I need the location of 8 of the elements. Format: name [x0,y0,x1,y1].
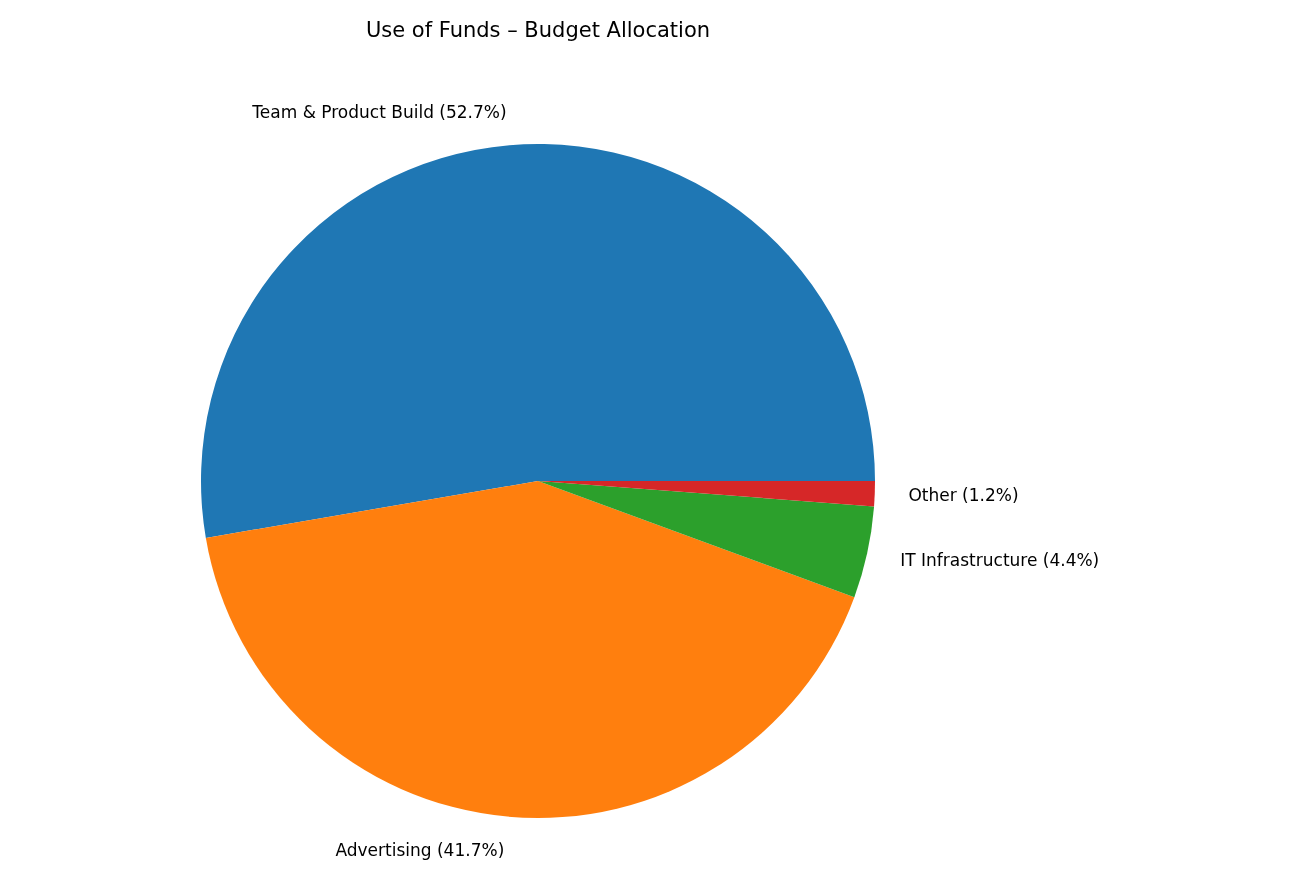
slice-label: Advertising (41.7%) [335,840,505,861]
slice-label: Other (1.2%) [908,484,1019,505]
pie-slice [538,481,875,598]
pie-slice [201,144,875,538]
chart-title: Use of Funds – Budget Allocation [365,18,711,43]
pie-slice [205,481,855,818]
slice-label: IT Infrastructure (4.4%) [900,549,1100,570]
slice-label: Team & Product Build (52.7%) [251,101,507,122]
